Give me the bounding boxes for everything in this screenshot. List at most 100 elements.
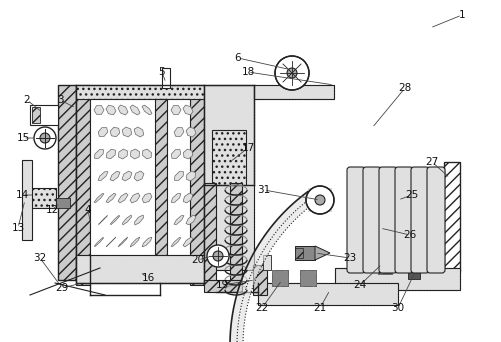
Bar xyxy=(203,85,254,270)
Text: 2: 2 xyxy=(24,95,30,105)
Bar xyxy=(443,162,459,272)
Bar xyxy=(56,198,70,208)
Polygon shape xyxy=(314,246,329,260)
Polygon shape xyxy=(142,237,151,247)
Circle shape xyxy=(212,251,222,261)
Polygon shape xyxy=(94,106,104,114)
Circle shape xyxy=(287,68,297,78)
Text: 22: 22 xyxy=(255,303,268,313)
Polygon shape xyxy=(130,237,139,247)
Polygon shape xyxy=(122,171,132,181)
Text: 14: 14 xyxy=(16,190,29,200)
Text: 27: 27 xyxy=(424,157,438,167)
Bar xyxy=(280,61,304,85)
Bar xyxy=(414,172,424,268)
Text: 29: 29 xyxy=(55,283,69,293)
Circle shape xyxy=(34,127,56,149)
Polygon shape xyxy=(183,149,192,159)
Polygon shape xyxy=(186,127,195,137)
Bar xyxy=(382,172,392,268)
Text: 5: 5 xyxy=(158,67,165,77)
Bar xyxy=(295,248,303,258)
Polygon shape xyxy=(142,149,151,159)
Text: 32: 32 xyxy=(33,253,47,263)
FancyBboxPatch shape xyxy=(378,167,396,273)
Bar xyxy=(272,270,288,286)
Polygon shape xyxy=(174,172,183,180)
Bar xyxy=(76,85,90,285)
Polygon shape xyxy=(171,194,180,202)
Polygon shape xyxy=(171,106,181,114)
Bar xyxy=(263,255,271,270)
Bar xyxy=(211,130,245,185)
Polygon shape xyxy=(134,171,144,181)
Polygon shape xyxy=(130,105,140,115)
Bar xyxy=(30,105,58,125)
Bar xyxy=(366,172,376,268)
Text: 18: 18 xyxy=(241,67,254,77)
Bar xyxy=(229,183,241,283)
Polygon shape xyxy=(142,105,152,115)
FancyBboxPatch shape xyxy=(362,167,380,273)
Polygon shape xyxy=(98,216,107,224)
Polygon shape xyxy=(94,194,104,202)
Bar xyxy=(203,280,241,292)
Circle shape xyxy=(314,195,324,205)
Circle shape xyxy=(206,245,228,267)
Bar xyxy=(334,268,459,290)
Polygon shape xyxy=(186,171,195,181)
Polygon shape xyxy=(110,171,120,181)
Bar xyxy=(443,162,459,272)
Bar xyxy=(76,85,203,99)
Bar xyxy=(430,172,440,268)
Text: 13: 13 xyxy=(12,223,25,233)
Text: 15: 15 xyxy=(17,133,30,143)
Bar xyxy=(253,265,267,295)
Bar xyxy=(407,265,419,279)
Bar xyxy=(22,160,32,240)
Bar xyxy=(162,68,170,88)
Text: 16: 16 xyxy=(141,273,154,283)
Text: 3: 3 xyxy=(57,95,63,105)
Polygon shape xyxy=(134,215,143,225)
Text: 26: 26 xyxy=(403,230,416,240)
Text: 28: 28 xyxy=(398,83,411,93)
Bar xyxy=(258,283,397,305)
Polygon shape xyxy=(118,149,127,159)
Polygon shape xyxy=(171,238,180,246)
FancyBboxPatch shape xyxy=(394,167,412,273)
Bar xyxy=(334,268,459,290)
Bar xyxy=(300,270,315,286)
Text: 17: 17 xyxy=(241,143,254,153)
Bar xyxy=(30,188,56,208)
Polygon shape xyxy=(110,127,120,137)
Bar xyxy=(155,99,167,259)
Polygon shape xyxy=(229,189,318,342)
Bar xyxy=(189,85,203,285)
Bar xyxy=(295,246,314,260)
Polygon shape xyxy=(98,172,108,180)
Polygon shape xyxy=(171,150,180,158)
Polygon shape xyxy=(186,215,195,225)
Polygon shape xyxy=(174,216,184,224)
Polygon shape xyxy=(106,193,116,203)
Polygon shape xyxy=(122,127,132,137)
Text: 6: 6 xyxy=(234,53,241,63)
Bar xyxy=(58,85,76,280)
Bar xyxy=(272,270,288,286)
Polygon shape xyxy=(134,127,143,137)
Bar xyxy=(32,107,40,123)
Polygon shape xyxy=(106,149,115,159)
Polygon shape xyxy=(94,238,104,246)
Bar xyxy=(203,183,215,283)
Polygon shape xyxy=(106,105,116,115)
Bar xyxy=(300,270,315,286)
Polygon shape xyxy=(183,193,192,203)
Bar xyxy=(377,260,391,274)
Circle shape xyxy=(275,56,309,90)
Polygon shape xyxy=(118,105,128,115)
Text: 21: 21 xyxy=(313,303,326,313)
Text: 19: 19 xyxy=(215,280,228,290)
Text: 30: 30 xyxy=(391,303,404,313)
Bar xyxy=(258,283,397,305)
